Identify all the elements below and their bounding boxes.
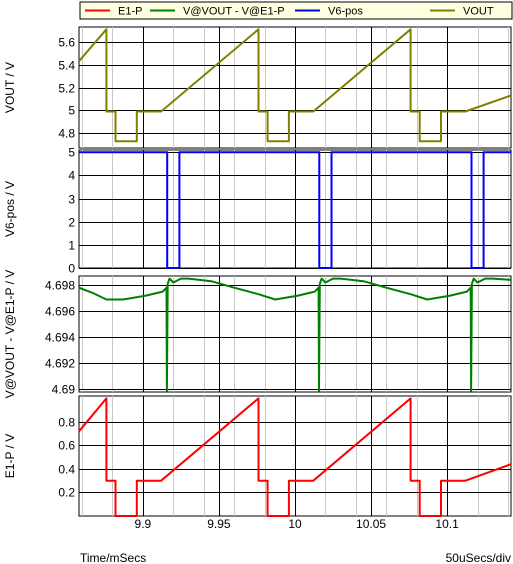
y-tick-label: 0.8 (58, 416, 75, 430)
legend-label-1: V@VOUT - V@E1-P (183, 6, 285, 18)
y-axis-label-1: V6-pos / V (3, 181, 17, 237)
y-axis-label-0: VOUT / V (3, 62, 17, 113)
y-tick-label: 2 (68, 216, 75, 230)
y-tick-label: 4.696 (45, 305, 75, 319)
legend-label-3: VOUT (463, 6, 494, 18)
x-tick-label: 9.9 (135, 517, 152, 531)
y-tick-label: 5 (68, 146, 75, 160)
series-line-2 (78, 277, 512, 392)
y-tick-label: 5.2 (58, 82, 75, 96)
y-tick-label: 4 (68, 169, 75, 183)
y-tick-label: 5.6 (58, 36, 75, 50)
y-tick-label: 0 (68, 262, 75, 276)
y-axis-label-3: E1-P / V (3, 434, 17, 478)
x-tick-label: 9.95 (207, 517, 231, 531)
y-tick-label: 0.2 (58, 486, 75, 500)
legend-label-0: E1-P (118, 6, 142, 18)
y-tick-label: 4.692 (45, 357, 75, 371)
x-axis-unit-label: Time/mSecs (80, 551, 146, 564)
x-axis-div-label: 50uSecs/div (446, 551, 511, 564)
y-tick-label: 1 (68, 239, 75, 253)
y-tick-label: 5 (68, 104, 75, 118)
y-tick-label: 0.4 (58, 463, 75, 477)
y-tick-label: 5.4 (58, 59, 75, 73)
y-tick-label: 3 (68, 193, 75, 207)
x-tick-label: 10 (288, 517, 302, 531)
series-line-3 (78, 397, 512, 517)
legend-label-2: V6-pos (328, 6, 363, 18)
y-axis-label-2: V@VOUT - V@E1-P / V (3, 270, 17, 399)
series-line-1 (79, 151, 511, 269)
y-tick-label: 4.698 (45, 279, 75, 293)
y-tick-label: 0.6 (58, 439, 75, 453)
x-tick-label: 10.05 (356, 517, 386, 531)
x-tick-label: 10.1 (435, 517, 459, 531)
y-tick-label: 4.69 (52, 383, 76, 397)
series-line-0 (78, 28, 512, 143)
y-tick-label: 4.8 (58, 127, 75, 141)
y-tick-label: 4.694 (45, 331, 75, 345)
